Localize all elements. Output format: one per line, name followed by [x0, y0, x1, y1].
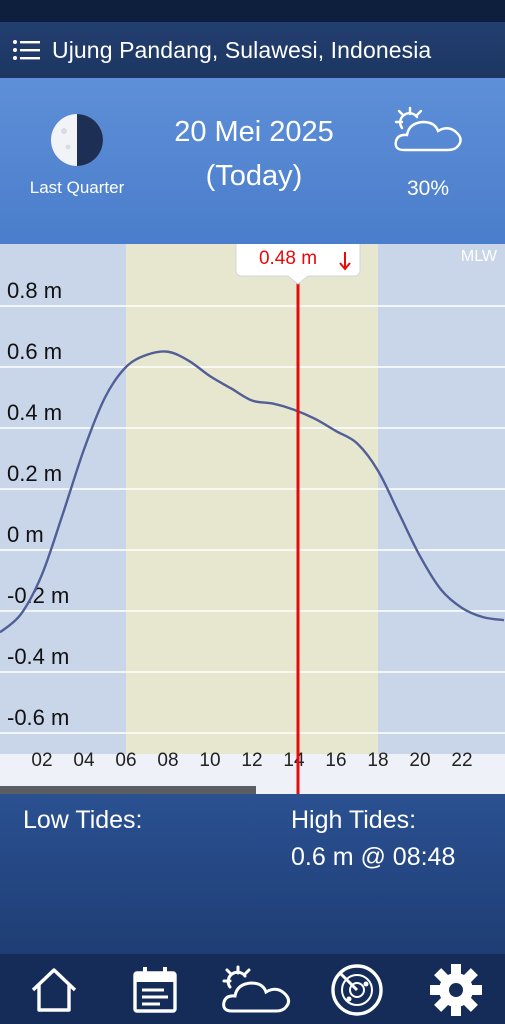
x-tick-label: 22 [451, 750, 472, 771]
tide-summary [0, 794, 505, 954]
y-tick-label: 0.4 m [7, 400, 62, 425]
falling-arrow-icon [339, 252, 351, 271]
nav-weather-button[interactable] [219, 964, 293, 1016]
y-tick-label: -0.6 m [7, 705, 69, 730]
y-tick-label: -0.4 m [7, 644, 69, 669]
x-tick-label: 08 [157, 750, 178, 771]
nav-calendar-button[interactable] [127, 964, 183, 1016]
x-tick-label: 06 [115, 750, 136, 771]
nav-settings-button[interactable] [428, 964, 484, 1016]
y-tick-label: 0.8 m [7, 278, 62, 303]
tide-curve [0, 350, 505, 634]
status-bar-strip [0, 0, 505, 22]
daylight-band [126, 244, 378, 754]
location-title[interactable]: Ujung Pandang, Sulawesi, Indonesia [52, 36, 432, 63]
y-tick-label: -0.2 m [7, 583, 69, 608]
high-tides-value: 0.6 m @ 08:48 [291, 843, 456, 871]
nav-home-button[interactable] [26, 964, 82, 1016]
x-tick-label: 14 [283, 750, 305, 771]
x-tick-label: 10 [199, 750, 220, 771]
menu-list-icon[interactable] [12, 39, 42, 61]
date-label: 20 Mei 2025 [174, 116, 334, 148]
weather-icon [222, 965, 291, 1013]
x-tick-label: 16 [325, 750, 346, 771]
datum-label: MLW [461, 248, 498, 265]
today-label: (Today) [205, 160, 303, 192]
cloud-cover-percent: 30% [406, 177, 450, 200]
x-tick-label: 02 [31, 750, 52, 771]
top-app-bar: Ujung Pandang, Sulawesi, Indonesia [0, 22, 505, 78]
current-reading-value: 0.48 m [259, 248, 317, 269]
y-tick-label: 0.6 m [7, 339, 62, 364]
y-tick-label: 0.2 m [7, 461, 62, 486]
calendar-icon [133, 967, 177, 1013]
partly-cloudy-icon [394, 106, 462, 152]
y-tick-label: 0 m [7, 522, 44, 547]
x-tick-label: 12 [241, 750, 262, 771]
x-tick-label: 20 [409, 750, 430, 771]
moon-phase-label: Last Quarter [29, 178, 125, 197]
x-tick-label: 04 [73, 750, 95, 771]
nav-radar-button[interactable] [329, 964, 385, 1016]
settings-gear-icon [430, 964, 482, 1016]
chart-scrollbar[interactable] [0, 786, 256, 794]
home-icon [31, 968, 77, 1012]
tide-chart[interactable]: 0.8 m 0.6 m 0.4 m 0.2 m 0 m -0.2 m -0.4 m -0.6 … [0, 244, 505, 794]
high-tides-label: High Tides: [291, 806, 417, 834]
x-tick-label: 18 [367, 750, 388, 771]
moon-phase-icon [51, 114, 103, 166]
low-tides-label: Low Tides: [23, 806, 143, 834]
current-reading-callout [235, 244, 361, 285]
radar-icon [331, 964, 383, 1016]
